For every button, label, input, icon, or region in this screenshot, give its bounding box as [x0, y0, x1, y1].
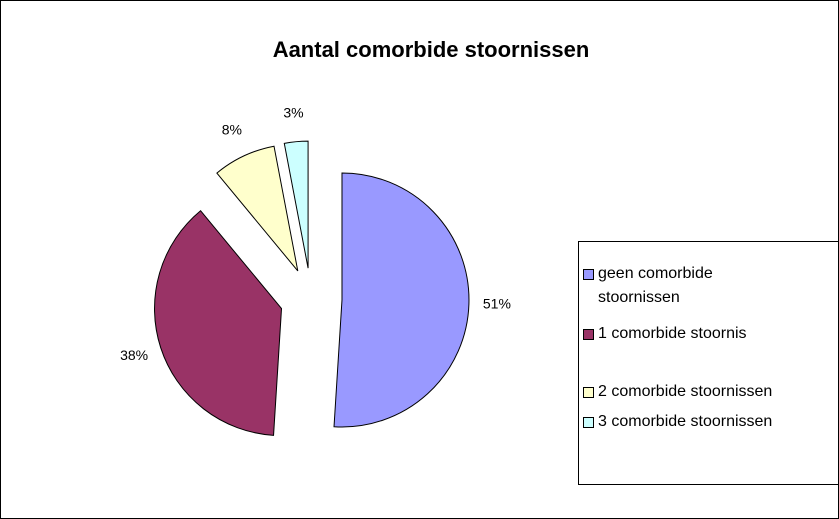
- legend-label: 3 comorbide stoornissen: [598, 413, 773, 430]
- data-label: 8%: [222, 121, 242, 137]
- legend-label: geen comorbide stoornissen: [598, 265, 713, 306]
- legend-swatch: [583, 329, 594, 340]
- pie-slice: [154, 210, 283, 436]
- legend-swatch: [583, 269, 594, 280]
- pie-slice: [333, 172, 470, 428]
- data-label: 3%: [283, 105, 303, 121]
- legend-swatch: [583, 387, 594, 398]
- legend-item: 2 comorbide stoornissen: [583, 380, 798, 404]
- pie-slice: [283, 140, 309, 269]
- legend: geen comorbide stoornissen 1 comorbide st…: [578, 241, 838, 485]
- legend-label: 1 comorbide stoornis: [598, 325, 747, 342]
- pie-slice: [216, 145, 299, 272]
- legend-label: 2 comorbide stoornissen: [598, 383, 773, 400]
- data-label: 51%: [483, 296, 511, 312]
- legend-item: 3 comorbide stoornissen: [583, 410, 798, 434]
- data-label: 38%: [120, 347, 148, 363]
- legend-item: 1 comorbide stoornis: [583, 322, 798, 346]
- legend-item: geen comorbide stoornissen: [583, 262, 798, 310]
- chart-title: Aantal comorbide stoornissen: [273, 37, 590, 62]
- legend-swatch: [583, 417, 594, 428]
